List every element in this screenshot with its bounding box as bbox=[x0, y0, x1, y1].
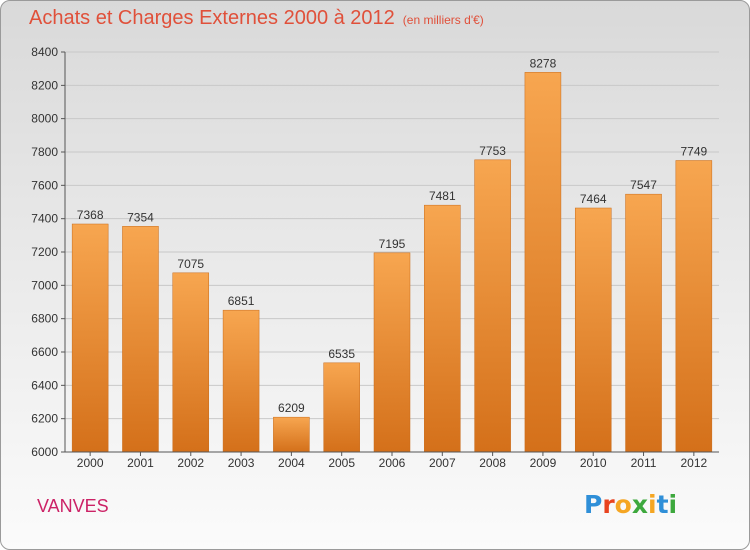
x-tick-label: 2003 bbox=[228, 456, 255, 470]
data-label: 6209 bbox=[278, 401, 305, 415]
data-label: 7354 bbox=[127, 210, 154, 224]
y-tick-label: 7600 bbox=[31, 178, 58, 192]
x-tick-label: 2008 bbox=[479, 456, 506, 470]
y-axis-ticks: 6000 6200 6400 6600 6800 7000 7200 7400 7600 7800… bbox=[31, 45, 66, 459]
x-tick-label: 2005 bbox=[328, 456, 355, 470]
y-tick-label: 6200 bbox=[31, 412, 58, 426]
x-axis-ticks: 2000 2001 2002 2003 2004 2005 2006 2007 2008 2009… bbox=[65, 451, 719, 470]
y-tick-label: 8200 bbox=[31, 78, 58, 92]
y-tick-label: 8400 bbox=[31, 45, 58, 59]
x-tick-label: 2001 bbox=[127, 456, 154, 470]
logo-letter: o bbox=[614, 490, 632, 519]
y-tick-label: 7200 bbox=[31, 245, 58, 259]
x-tick-label: 2010 bbox=[580, 456, 607, 470]
chart-title: Achats et Charges Externes 2000 à 2012 (e… bbox=[29, 7, 484, 30]
x-tick-label: 2012 bbox=[680, 456, 707, 470]
data-label: 7195 bbox=[379, 237, 406, 251]
y-tick-label: 6800 bbox=[31, 312, 58, 326]
bar-2001 bbox=[122, 226, 159, 453]
proxiti-logo: Proxiti bbox=[584, 490, 677, 519]
data-label: 7464 bbox=[580, 192, 607, 206]
x-tick-label: 2007 bbox=[429, 456, 456, 470]
data-label: 6535 bbox=[328, 347, 355, 361]
logo-letter: r bbox=[602, 490, 615, 519]
x-tick-label: 2000 bbox=[77, 456, 104, 470]
logo-letter: t bbox=[656, 490, 669, 519]
data-label: 7547 bbox=[630, 178, 657, 192]
data-label: 8278 bbox=[530, 56, 557, 70]
logo-letter: i bbox=[668, 490, 678, 519]
bar-2004 bbox=[273, 416, 310, 453]
x-tick-label: 2009 bbox=[530, 456, 557, 470]
bar-2008 bbox=[474, 159, 511, 453]
bar-2012 bbox=[675, 160, 713, 453]
bar-2003 bbox=[222, 309, 260, 453]
bar-2005 bbox=[323, 362, 360, 453]
bar-2011 bbox=[625, 193, 662, 453]
data-label: 7075 bbox=[177, 257, 204, 271]
data-label: 7368 bbox=[77, 208, 104, 222]
bars bbox=[71, 72, 713, 453]
x-tick-label: 2004 bbox=[278, 456, 305, 470]
x-tick-label: 2002 bbox=[177, 456, 204, 470]
logo-letter: P bbox=[584, 490, 603, 519]
x-tick-label: 2011 bbox=[631, 456, 657, 470]
chart-title-text: Achats et Charges Externes 2000 à 2012 bbox=[29, 7, 395, 29]
data-label: 7481 bbox=[429, 189, 456, 203]
x-tick-label: 2006 bbox=[379, 456, 406, 470]
bar-2002 bbox=[172, 272, 210, 453]
y-tick-label: 6400 bbox=[31, 378, 58, 392]
y-tick-label: 6000 bbox=[31, 445, 58, 459]
y-tick-label: 8000 bbox=[31, 112, 58, 126]
bar-2010 bbox=[574, 207, 612, 453]
bar-2006 bbox=[373, 252, 411, 453]
bar-2007 bbox=[424, 204, 461, 453]
bar-2000 bbox=[71, 223, 109, 453]
y-tick-label: 6600 bbox=[31, 345, 58, 359]
y-tick-label: 7800 bbox=[31, 145, 58, 159]
logo-letter: i bbox=[648, 490, 657, 519]
y-tick-label: 7000 bbox=[31, 278, 58, 292]
chart-unit-label: (en milliers d'€) bbox=[402, 13, 484, 27]
location-label: VANVES bbox=[37, 496, 109, 516]
logo-letter: x bbox=[631, 490, 648, 519]
data-label: 6851 bbox=[228, 294, 255, 308]
bar-2009 bbox=[524, 72, 562, 453]
data-label: 7749 bbox=[680, 145, 707, 159]
data-labels: 7368 7354 7075 6851 6209 6535 7195 7481 7753 8278… bbox=[77, 56, 708, 415]
data-label: 7753 bbox=[479, 144, 506, 158]
y-tick-label: 7400 bbox=[31, 212, 58, 226]
